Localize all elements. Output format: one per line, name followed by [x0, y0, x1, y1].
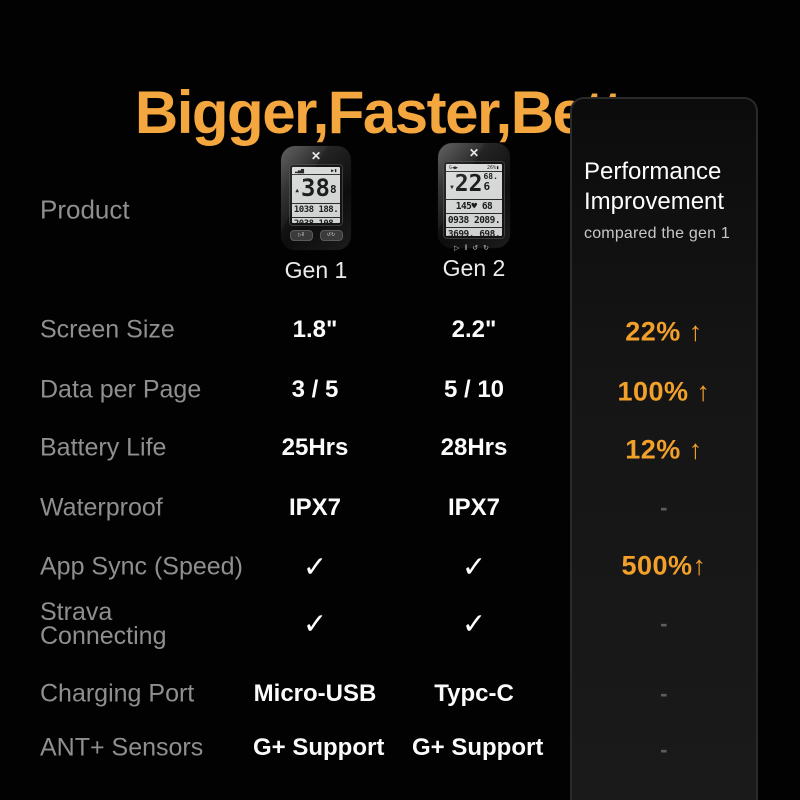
device-gen1-body: ✕ ▂▄▆ ▶▮ ▲ 38 8 1038 188. 2038 108. ▷‖ ↺… [280, 145, 352, 251]
brand-x-icon: ✕ [310, 149, 322, 163]
improvement-charging-port: - [660, 681, 668, 706]
gps-signal-icon: G◀▶ [449, 165, 459, 171]
row-label: Waterproof [40, 493, 163, 522]
improvement-ant-sensors: - [660, 737, 668, 762]
device-gen2-screen: G◀▶ 26%▮ ▼ 22 68. 6 145♥ 68 0938 2089. 3… [444, 162, 504, 238]
panel-subtitle: compared the gen 1 [584, 225, 730, 242]
row-label: Strava Connecting [40, 598, 167, 650]
improvement-waterproof: - [660, 495, 668, 520]
gen2-value: IPX7 [447, 494, 501, 521]
improvement-data-per-page: 100% ↑ [617, 376, 711, 407]
gen2-lcd-row1: 145♥ 68 [446, 199, 502, 213]
gen2-lcd-row2: 0938 2089. [446, 213, 502, 226]
battery-icon: ▶▮ [330, 168, 337, 174]
gen1-value: 3 / 5 [291, 376, 339, 403]
row-label: Data per Page [40, 375, 202, 404]
improvement-strava: - [660, 611, 668, 636]
gen2-value: G+ Support [412, 734, 544, 761]
gen1-value: 1.8" [292, 316, 338, 343]
gen2-value: 5 / 10 [443, 376, 505, 403]
row-label: App Sync (Speed) [40, 552, 243, 581]
device-gen1-screen: ▂▄▆ ▶▮ ▲ 38 8 1038 188. 2038 108. [290, 165, 342, 225]
gen2-check-icon: ✓ [461, 551, 487, 584]
gen1-lcd-speed: 38 [301, 174, 330, 202]
brand-x-icon: ✕ [468, 146, 480, 160]
device-gen1: ✕ ▂▄▆ ▶▮ ▲ 38 8 1038 188. 2038 108. ▷‖ ↺… [280, 145, 352, 284]
down-triangle-icon: ▼ [450, 184, 454, 191]
gen2-value: 28Hrs [440, 434, 508, 461]
gen2-lcd-side-top: 68. [483, 172, 498, 181]
gen2-lcd-row3: 3699. 698. [446, 227, 502, 236]
row-label: ANT+ Sensors [40, 733, 204, 762]
gen1-check-icon: ✓ [302, 551, 328, 584]
improvement-battery-life: 12% ↑ [625, 434, 703, 465]
device-gen2-label: Gen 2 [442, 255, 506, 281]
lap-button-icon: ↺↻ [319, 230, 343, 241]
device-gen1-label: Gen 1 [284, 257, 348, 283]
row-label: Charging Port [40, 679, 195, 708]
row-label: Screen Size [40, 315, 175, 344]
signal-bars-icon: ▂▄▆ [295, 168, 305, 174]
improvement-screen-size: 22% ↑ [625, 316, 703, 347]
gen1-lcd-speed-decimal: 8 [329, 183, 337, 196]
device-gen2-body: ✕ G◀▶ 26%▮ ▼ 22 68. 6 145♥ 68 0938 2089.… [437, 142, 511, 252]
gen1-lcd-row1: 1038 188. [292, 203, 340, 215]
gen2-lcd-speed: 22 [454, 171, 483, 197]
gen1-value: 25Hrs [281, 434, 349, 461]
device-gen2: ✕ G◀▶ 26%▮ ▼ 22 68. 6 145♥ 68 0938 2089.… [437, 142, 511, 282]
product-row-label: Product [40, 194, 130, 225]
improvement-app-sync: 500%↑ [621, 550, 707, 581]
gen2-check-icon: ✓ [461, 608, 487, 641]
play-pause-button-icon: ▷‖ [289, 230, 313, 241]
gen1-check-icon: ✓ [302, 608, 328, 641]
gen1-value: IPX7 [288, 494, 342, 521]
gen1-lcd-row2: 2038 108. [292, 217, 340, 223]
gen1-value: G+ Support [253, 734, 385, 761]
up-triangle-icon: ▲ [295, 187, 300, 194]
panel-title: Performance Improvement [584, 158, 725, 215]
gen2-lcd-side-bottom: 6 [483, 180, 491, 193]
device-gen2-buttons-icon: ▷‖↺↻ [453, 245, 494, 252]
gen1-value: Micro-USB [253, 680, 377, 707]
row-label: Battery Life [40, 433, 167, 462]
gen2-value: Typc-C [434, 680, 514, 707]
gen2-value: 2.2" [451, 316, 497, 343]
battery-icon: 26%▮ [486, 165, 499, 171]
performance-panel: Performance Improvement compared the gen… [570, 97, 758, 800]
